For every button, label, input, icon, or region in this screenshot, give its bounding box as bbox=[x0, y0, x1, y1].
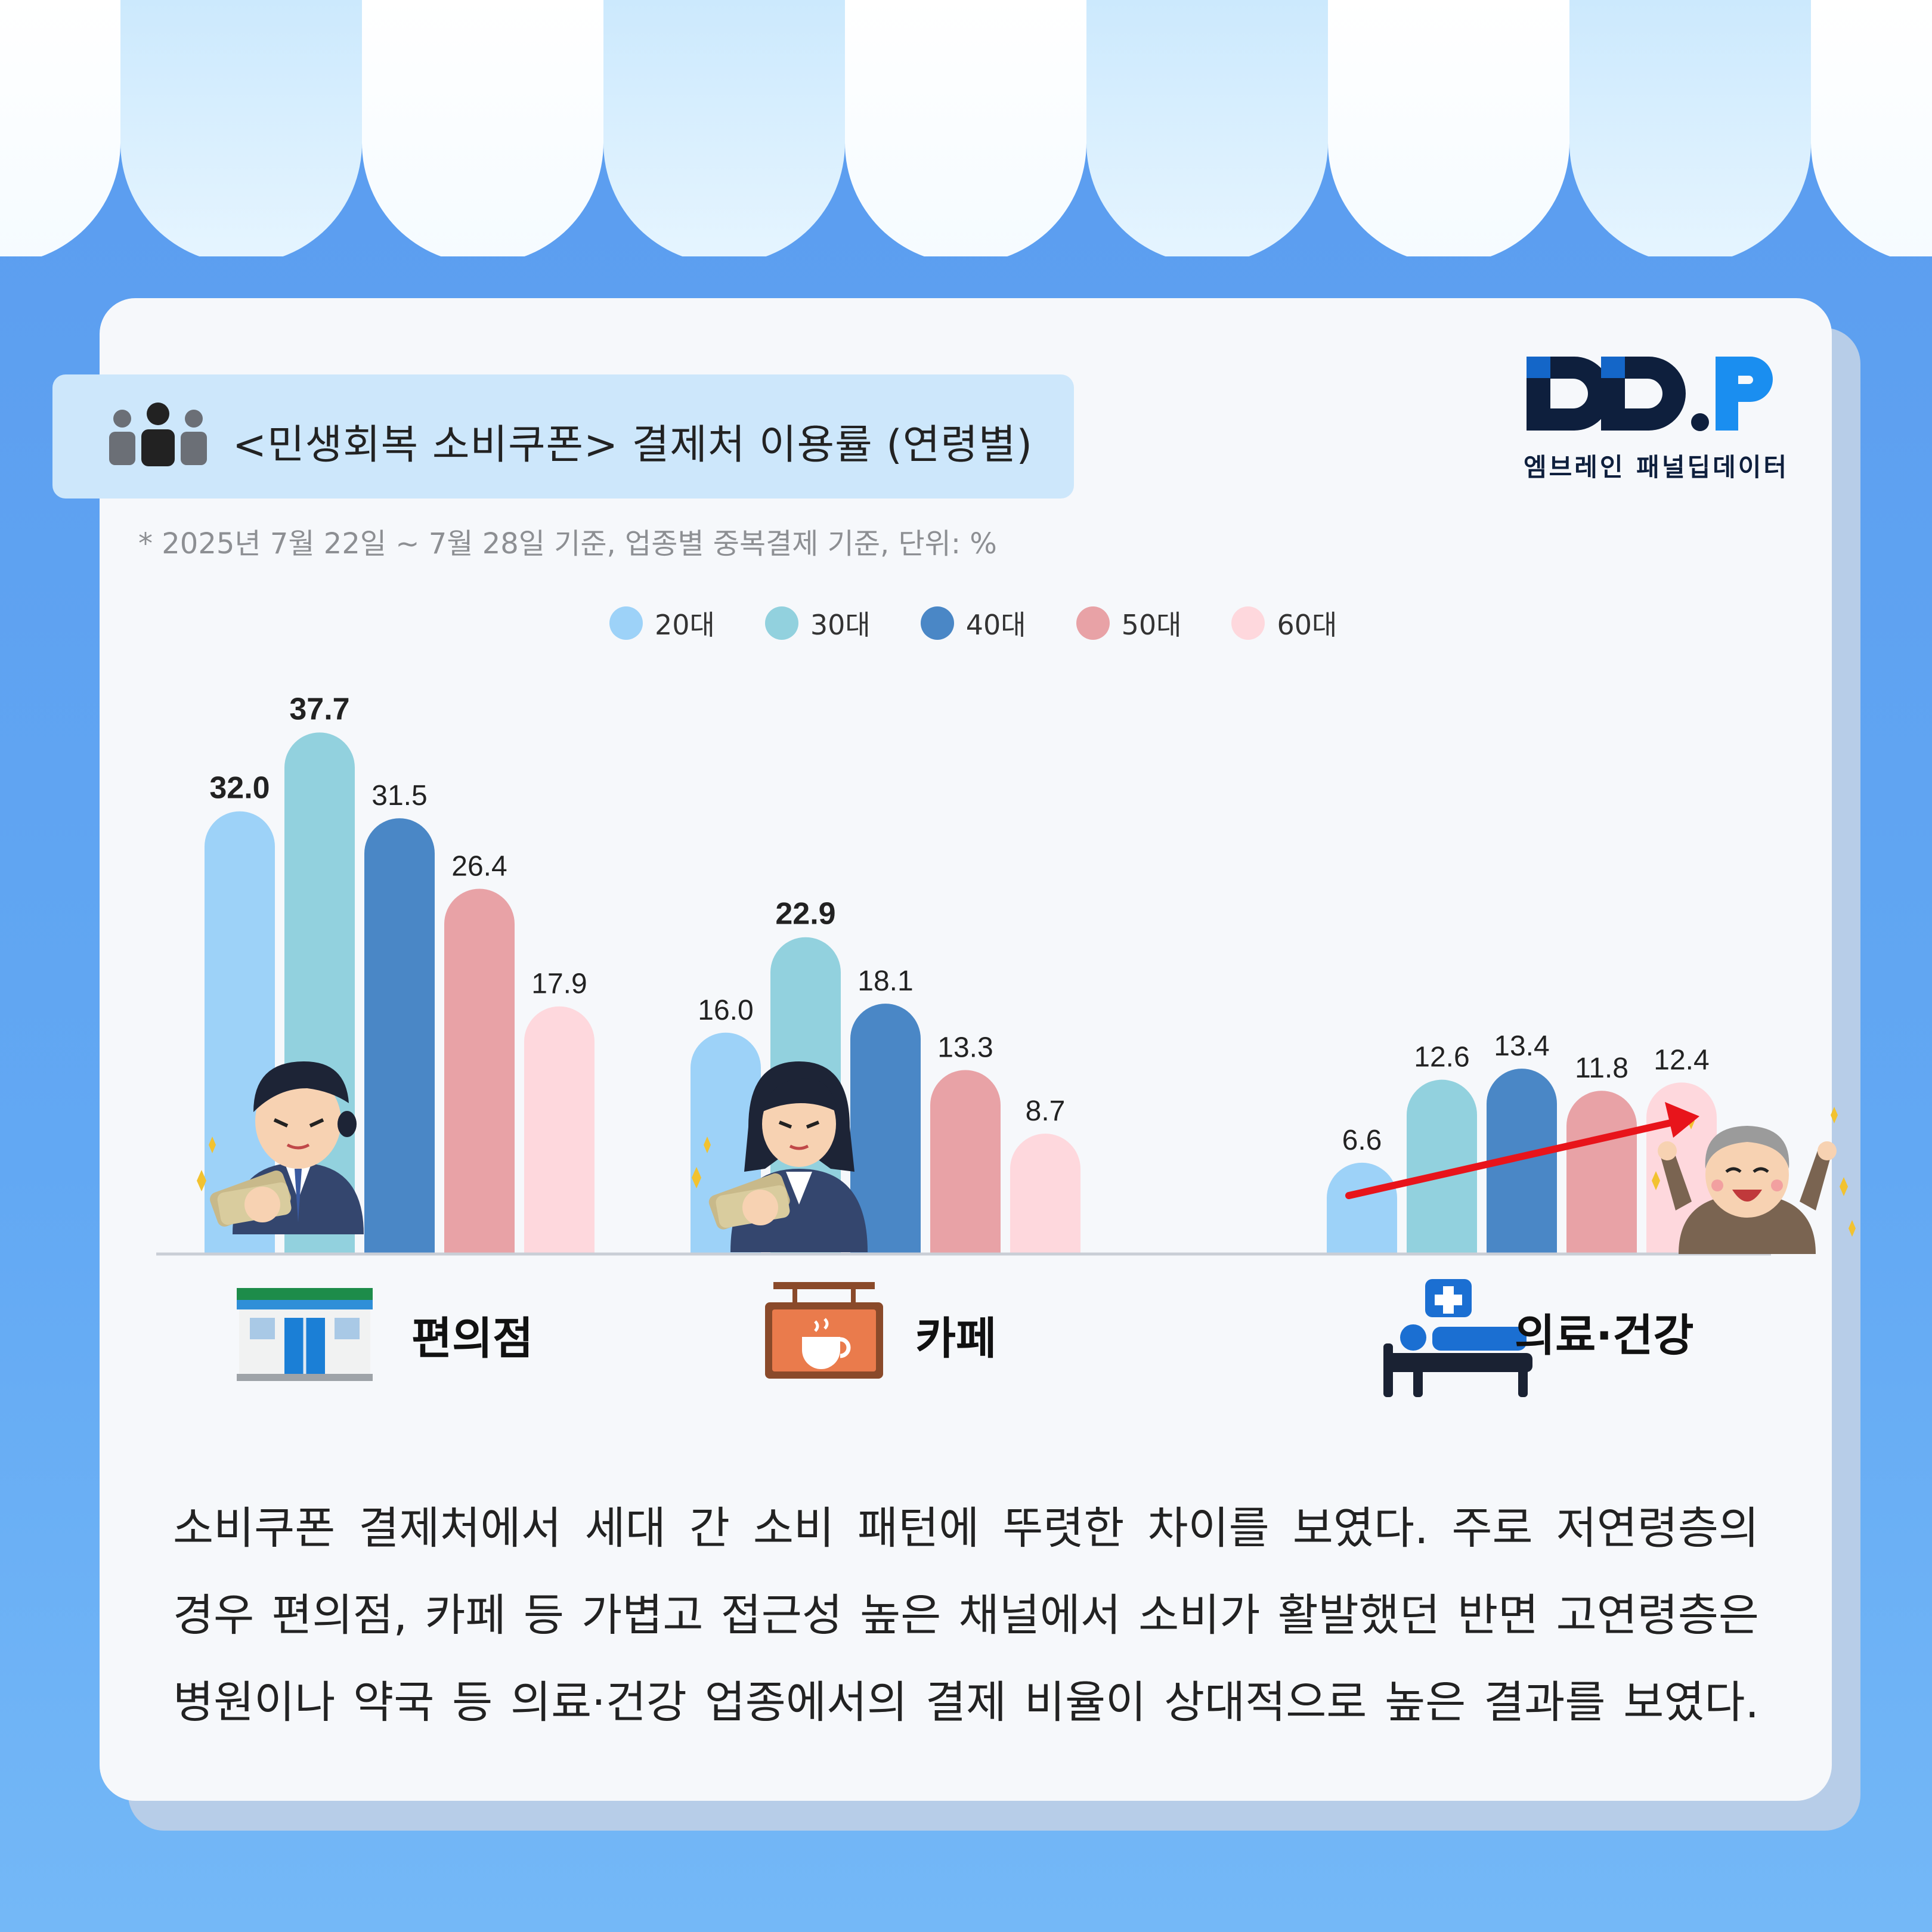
bar-1-60s bbox=[1010, 1134, 1080, 1254]
bar-value-label: 11.8 bbox=[1575, 1052, 1628, 1084]
bar-2-40s bbox=[1487, 1069, 1557, 1254]
cafe-sign-icon bbox=[765, 1282, 883, 1379]
bar-value-label: 6.6 bbox=[1342, 1125, 1382, 1156]
bar-1-50s bbox=[930, 1070, 1001, 1254]
awning-stripe bbox=[0, 0, 120, 256]
bar-2-30s bbox=[1407, 1079, 1477, 1254]
legend-label: 30대 bbox=[810, 609, 871, 641]
happy-elderly-icon bbox=[1652, 1107, 1856, 1254]
bar-0-60s bbox=[524, 1006, 595, 1254]
legend-label: 50대 bbox=[1121, 609, 1182, 641]
legend-label: 60대 bbox=[1277, 609, 1337, 641]
legend-item-20s: 20대 bbox=[609, 603, 715, 643]
summary-line: 병원이나 약국 등 의료·건강 업종에서의 결제 비율이 상대적으로 높은 결과… bbox=[173, 1677, 1759, 1728]
summary-line: 경우 편의점, 카페 등 가볍고 접근성 높은 채널에서 소비가 활발했던 반면… bbox=[173, 1590, 1759, 1641]
businessman-with-money-icon bbox=[197, 1061, 364, 1234]
awning-stripe bbox=[120, 0, 362, 256]
chart-subtitle: * 2025년 7월 22일 ~ 7월 28일 기준, 업종별 중복결제 기준,… bbox=[138, 527, 997, 561]
chart-legend: 20대 30대 40대 50대 60대 bbox=[609, 602, 1387, 644]
bar-value-label: 8.7 bbox=[1026, 1095, 1066, 1127]
trend-arrow bbox=[1345, 1102, 1699, 1199]
legend-item-40s: 40대 bbox=[920, 603, 1026, 643]
awning-stripe bbox=[1811, 0, 1932, 256]
legend-item-30s: 30대 bbox=[764, 603, 871, 643]
medical-bed-icon bbox=[1383, 1279, 1532, 1397]
summary-text: 소비쿠폰 결제처에서 세대 간 소비 패턴에 뚜렷한 차이를 보였다. 주로 저… bbox=[173, 1485, 1759, 1746]
people-group-icon bbox=[109, 402, 207, 466]
bar-0-40s bbox=[364, 818, 435, 1254]
bar-value-label: 13.3 bbox=[937, 1032, 993, 1063]
legend-swatch bbox=[609, 606, 643, 640]
bar-value-label: 31.5 bbox=[371, 780, 427, 812]
logo-text: 엠브레인 패널딥데이터 bbox=[1524, 453, 1789, 482]
bar-value-label: 26.4 bbox=[451, 851, 507, 883]
bar-1-40s bbox=[850, 1004, 921, 1254]
legend-item-60s: 60대 bbox=[1231, 603, 1337, 643]
awning-stripe bbox=[845, 0, 1086, 256]
bar-value-label: 12.4 bbox=[1654, 1044, 1709, 1076]
category-label-convenience-store: 편의점 bbox=[411, 1313, 534, 1364]
bar-0-50s bbox=[444, 888, 515, 1254]
awning-stripe bbox=[1569, 0, 1811, 256]
bar-value-label: 22.9 bbox=[775, 897, 835, 931]
awning-decoration bbox=[0, 0, 1932, 256]
bar-value-label: 18.1 bbox=[857, 965, 913, 997]
category-label-cafe: 카페 bbox=[915, 1313, 997, 1364]
category-label-medical-health: 의료·건강 bbox=[1515, 1310, 1694, 1361]
bar-value-label: 16.0 bbox=[698, 995, 753, 1026]
bar-0-20s bbox=[205, 811, 275, 1254]
bar-value-label: 17.9 bbox=[531, 968, 587, 1000]
awning-stripe bbox=[603, 0, 845, 256]
bar-2-50s bbox=[1566, 1091, 1637, 1254]
legend-swatch bbox=[1076, 606, 1110, 640]
chart-title: <민생회복 소비쿠폰> 결제처 이용률 (연령별) bbox=[233, 422, 1033, 469]
title-box bbox=[52, 374, 1074, 499]
summary-line: 소비쿠폰 결제처에서 세대 간 소비 패턴에 뚜렷한 차이를 보였다. 주로 저… bbox=[173, 1503, 1759, 1554]
legend-swatch bbox=[764, 606, 798, 640]
legend-swatch bbox=[920, 606, 954, 640]
woman-with-money-icon bbox=[692, 1061, 868, 1252]
bar-value-label: 13.4 bbox=[1494, 1030, 1549, 1062]
bar-value-label: 32.0 bbox=[209, 771, 270, 806]
legend-label: 40대 bbox=[965, 609, 1026, 641]
convenience-store-icon bbox=[237, 1288, 373, 1381]
bar-value-label: 37.7 bbox=[289, 692, 349, 726]
legend-item-50s: 50대 bbox=[1076, 603, 1182, 643]
bar-value-label: 12.6 bbox=[1414, 1042, 1469, 1073]
legend-swatch bbox=[1231, 606, 1265, 640]
awning-stripe bbox=[1086, 0, 1328, 256]
bar-2-20s bbox=[1327, 1162, 1397, 1254]
ddp-logo bbox=[1527, 357, 1773, 431]
awning-stripe bbox=[362, 0, 603, 256]
awning-stripe bbox=[1328, 0, 1569, 256]
legend-label: 20대 bbox=[655, 609, 715, 641]
